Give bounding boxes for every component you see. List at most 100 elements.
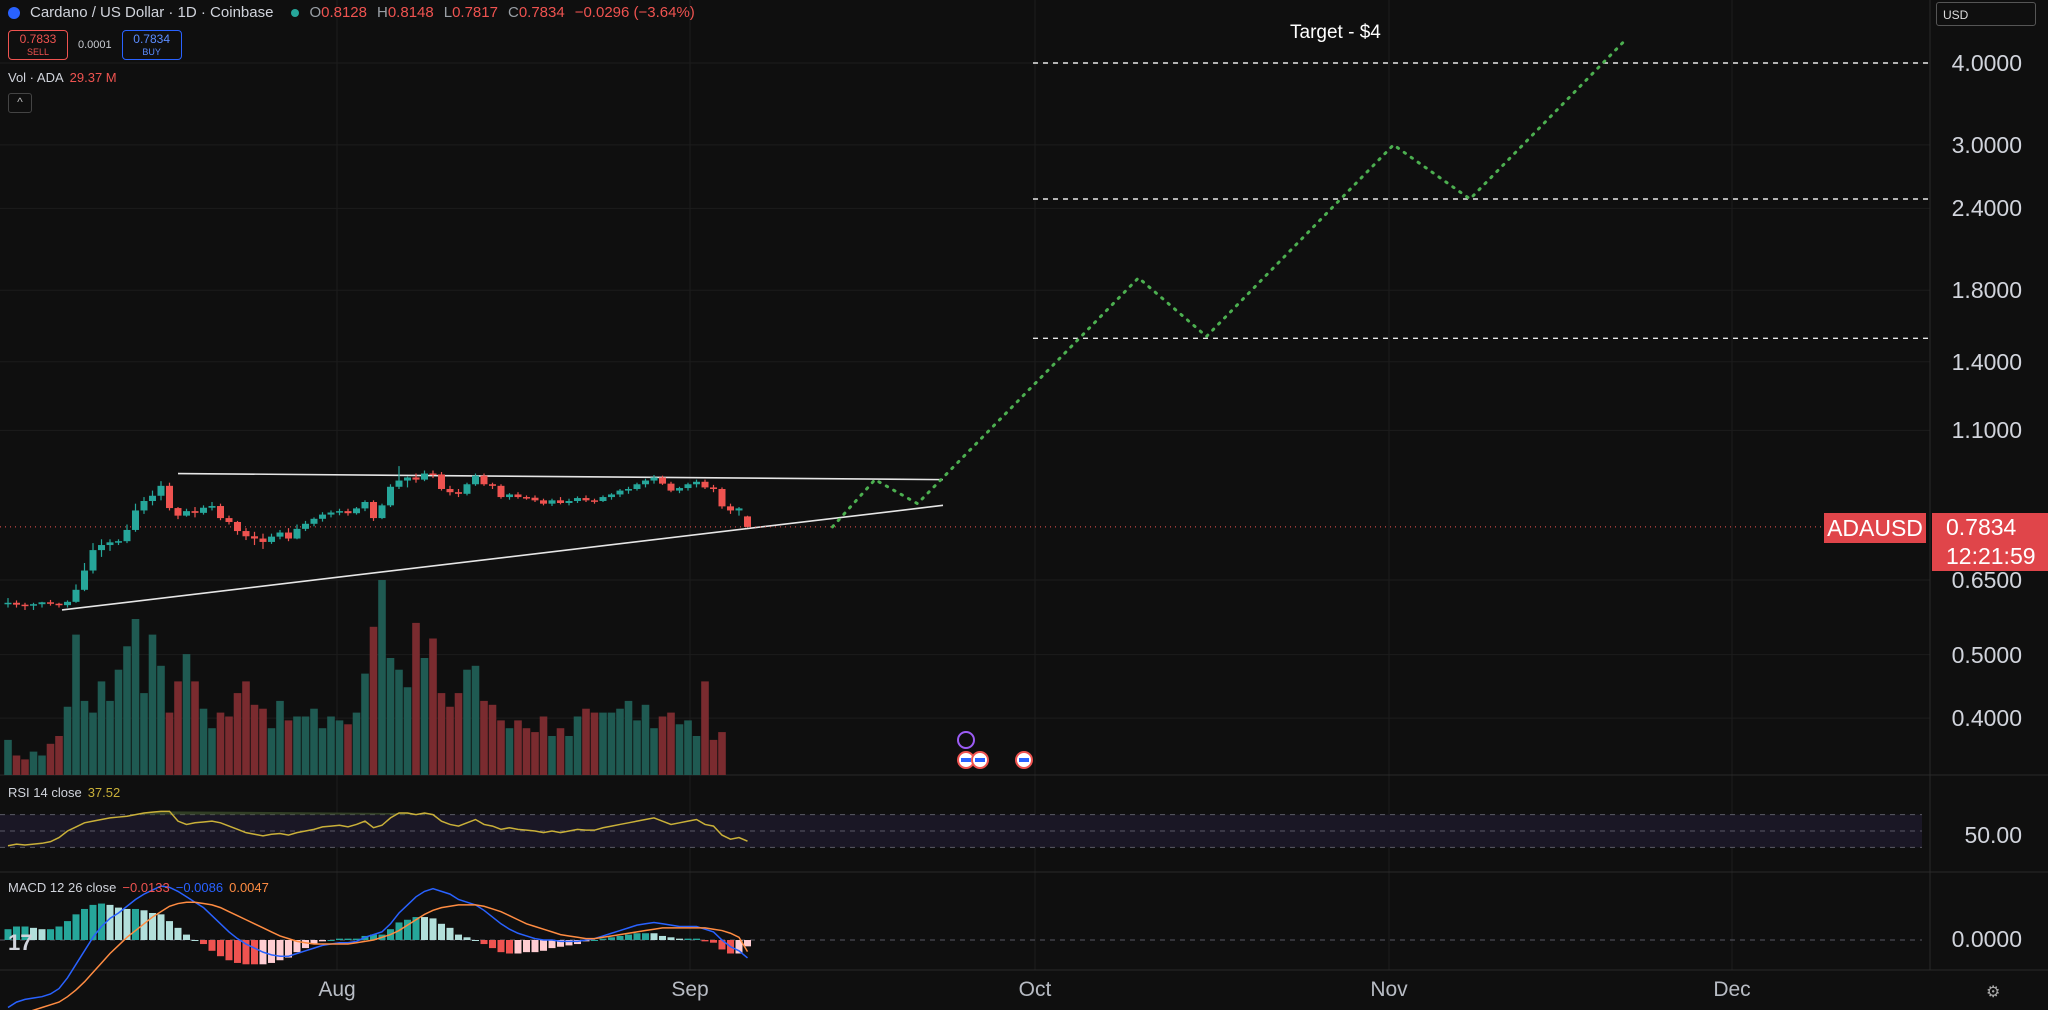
macd-histogram-bar — [523, 940, 530, 953]
macd-histogram-bar — [140, 910, 148, 940]
candle-body — [616, 490, 624, 495]
price-tick-label: 0.5000 — [1951, 641, 2022, 668]
macd-histogram-bar — [174, 927, 182, 940]
price-tick-label: 1.8000 — [1951, 277, 2022, 304]
sell-button[interactable]: 0.7833 SELL — [8, 30, 68, 60]
volume-bar — [46, 743, 55, 775]
us-flag-event-icon — [975, 758, 985, 762]
candle-body — [115, 541, 122, 543]
candle-body — [4, 602, 12, 605]
time-tick-label: Nov — [1370, 978, 1408, 1001]
candle-body — [676, 488, 683, 491]
macd-histogram-bar — [336, 938, 343, 940]
trendline — [61, 504, 944, 611]
candle-body — [497, 485, 505, 498]
candle-body — [276, 532, 284, 537]
volume-bar — [80, 700, 89, 775]
macd-histogram-bar — [599, 938, 607, 940]
price-tick-label: 0.4000 — [1951, 705, 2022, 732]
volume-bar — [446, 706, 454, 775]
macd-axis-label: 0.0000 — [1951, 926, 2022, 952]
macd-histogram-bar — [242, 940, 250, 965]
volume-bar — [21, 759, 29, 775]
market-open-icon — [291, 8, 300, 17]
volume-bar — [684, 720, 692, 775]
candle-body — [259, 538, 267, 542]
volume-bar — [565, 736, 573, 775]
volume-bar — [174, 681, 182, 775]
symbol-title[interactable]: Cardano / US Dollar · 1D · Coinbase — [30, 4, 274, 21]
volume-bar — [72, 634, 80, 775]
macd-histogram-bar — [497, 940, 505, 953]
volume-bar — [165, 712, 174, 775]
macd-histogram-bar — [72, 914, 80, 940]
candle-body — [123, 529, 131, 542]
macd-legend[interactable]: MACD 12 26 close −0.0133 −0.0086 0.0047 — [8, 880, 269, 895]
macd-histogram-bar — [693, 938, 700, 940]
volume-bar — [599, 712, 607, 775]
candle-body — [30, 604, 37, 606]
volume-bar — [590, 712, 599, 775]
volume-bar — [140, 693, 148, 775]
macd-histogram-bar — [4, 929, 12, 940]
candle-body — [81, 570, 88, 590]
volume-legend[interactable]: Vol · ADA 29.37 M — [8, 70, 117, 85]
rsi-overbought-fill — [135, 811, 433, 815]
candle-body — [242, 531, 250, 537]
candle-body — [395, 480, 403, 487]
volume-bar — [208, 728, 216, 775]
volume-bar — [480, 700, 488, 775]
currency-select[interactable]: USD — [1936, 2, 2036, 26]
candle-body — [268, 536, 275, 542]
symbol-price-label: ADAUSD — [1824, 513, 1926, 543]
candle-body — [174, 508, 182, 516]
symbol-header: Cardano / US Dollar · 1D · Coinbase O0.8… — [8, 4, 695, 21]
candle-body — [582, 498, 590, 501]
candle-body — [684, 484, 692, 489]
candle-body — [89, 550, 97, 571]
macd-histogram-bar — [608, 937, 615, 940]
volume-bar — [369, 626, 378, 775]
candle-body — [285, 532, 292, 539]
candle-body — [378, 505, 386, 519]
candle-body — [710, 487, 717, 489]
time-tick-label: Dec — [1713, 978, 1751, 1001]
macd-histogram-bar — [718, 940, 726, 950]
price-tick-label: 3.0000 — [1951, 131, 2022, 158]
volume-bar — [420, 658, 429, 775]
macd-histogram-bar — [285, 940, 292, 958]
settings-gear-icon[interactable]: ⚙ — [1986, 984, 2001, 1001]
rsi-legend[interactable]: RSI 14 close 37.52 — [8, 785, 121, 800]
projection-line — [831, 40, 1625, 529]
macd-histogram-bar — [701, 940, 709, 942]
macd-histogram-bar — [531, 940, 539, 953]
volume-bar — [573, 716, 582, 775]
volume-bar — [437, 693, 446, 775]
candle-body — [132, 510, 139, 530]
volume-bar — [412, 622, 420, 775]
time-tick-label: Sep — [671, 978, 709, 1001]
buy-button[interactable]: 0.7834 BUY — [121, 30, 182, 60]
price-tick-label: 2.4000 — [1951, 195, 2022, 222]
candle-body — [183, 511, 190, 516]
macd-histogram-bar — [404, 919, 411, 940]
us-flag-event-icon — [961, 758, 971, 762]
volume-bar — [284, 720, 293, 775]
volume-bar — [641, 704, 650, 775]
volume-bar — [148, 634, 157, 775]
candle-body — [106, 542, 114, 546]
macd-histogram-bar — [157, 914, 165, 940]
candle-body — [217, 506, 224, 519]
macd-histogram-bar — [514, 940, 522, 954]
volume-bar — [531, 732, 539, 775]
candle-body — [523, 497, 530, 499]
macd-histogram-bar — [268, 940, 275, 963]
collapse-legend-icon[interactable]: ^ — [8, 93, 32, 113]
candle-body — [13, 602, 20, 605]
target-annotation[interactable]: Target - $4 — [1290, 22, 1381, 43]
volume-bar — [199, 708, 208, 775]
macd-histogram-bar — [251, 940, 258, 965]
candle-body — [599, 497, 607, 502]
volume-bar — [352, 712, 361, 775]
